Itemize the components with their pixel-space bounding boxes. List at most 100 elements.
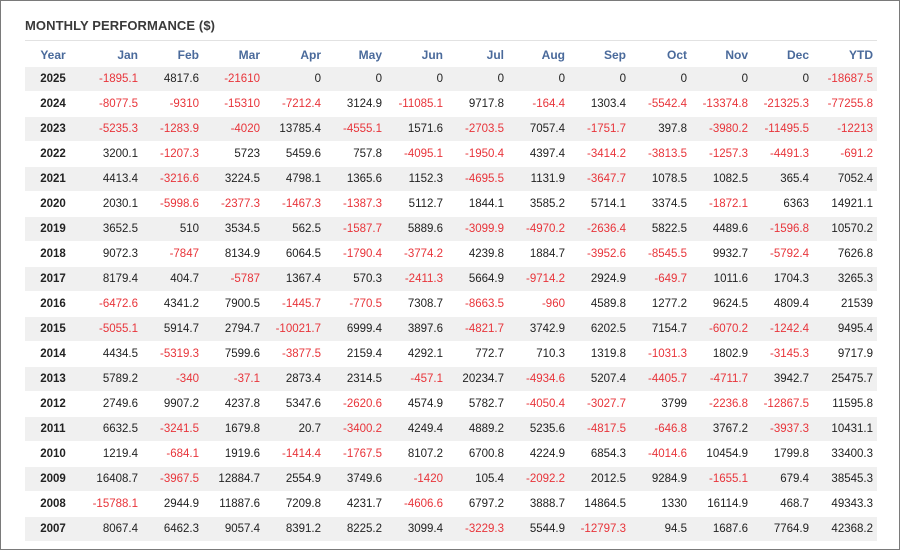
month-cell: 0 — [386, 67, 447, 92]
table-row: 2022 3200.1 -1207.3 5723 5459.6 757.8 -4095.1-… — [25, 141, 877, 167]
ytd-cell: -18687.5 — [813, 67, 877, 92]
table-row: 2025 -1895.1 4817.6 -21610 0 0 0 0 0 0 0 0 0 -18687.5 — [25, 67, 877, 92]
month-cell: 2030.1 — [81, 191, 142, 217]
table-header-row: Year Jan Feb Mar Apr May Jun Jul Aug Sep Oct Nov Dec… — [25, 43, 877, 67]
year-cell: 2019 — [25, 216, 81, 242]
month-cell: 0 — [508, 67, 569, 92]
month-cell: -1767.5 — [325, 441, 386, 467]
month-cell: -12867.5 — [752, 391, 813, 417]
month-cell: 7599.6 — [203, 341, 264, 367]
month-cell: -37.1 — [203, 366, 264, 392]
month-cell: -2377.3 — [203, 191, 264, 217]
month-cell: 6363 — [752, 191, 813, 217]
month-cell: -4014.6 — [630, 441, 691, 467]
month-cell: 4224.9 — [508, 441, 569, 467]
year-cell: 2012 — [25, 391, 81, 417]
ytd-cell: 10570.2 — [813, 216, 877, 242]
month-cell: 468.7 — [752, 491, 813, 517]
table-row: 2008 -15788.1 2944.9 11887.6 7209.8 4231.7 -46… — [25, 491, 877, 517]
month-cell: 11887.6 — [203, 491, 264, 517]
month-cell: -15788.1 — [81, 491, 142, 517]
month-cell: -4606.6 — [386, 491, 447, 517]
month-cell: 710.3 — [508, 341, 569, 367]
month-cell: 4817.6 — [142, 67, 203, 92]
month-cell: 4231.7 — [325, 491, 386, 517]
month-cell: 2554.9 — [264, 466, 325, 492]
month-cell: 3534.5 — [203, 216, 264, 242]
month-cell: 4434.5 — [81, 341, 142, 367]
month-cell: 3200.1 — [81, 141, 142, 167]
year-cell: 2024 — [25, 91, 81, 117]
month-cell: 16408.7 — [81, 466, 142, 492]
month-cell: 1844.1 — [447, 191, 508, 217]
month-cell: 3224.5 — [203, 166, 264, 192]
table-row: 2017 8179.4 404.7 -5787 1367.4 570.3 -2411.3 56… — [25, 266, 877, 292]
year-cell: 2013 — [25, 366, 81, 392]
monthly-performance-table: Year Jan Feb Mar Apr May Jun Jul Aug Sep Oct Nov Dec… — [25, 43, 877, 542]
month-cell: 4809.4 — [752, 291, 813, 317]
month-cell: -3967.5 — [142, 466, 203, 492]
month-cell: -3145.3 — [752, 341, 813, 367]
month-cell: 4237.8 — [203, 391, 264, 417]
month-cell: 3124.9 — [325, 91, 386, 117]
month-cell: -4555.1 — [325, 116, 386, 142]
month-cell: 1330 — [630, 491, 691, 517]
month-cell: -4821.7 — [447, 316, 508, 342]
month-cell: 4292.1 — [386, 341, 447, 367]
month-cell: -1283.9 — [142, 116, 203, 142]
month-cell: -1655.1 — [691, 466, 752, 492]
month-cell: -164.4 — [508, 91, 569, 117]
month-cell: 4239.8 — [447, 241, 508, 267]
month-cell: 1679.8 — [203, 416, 264, 442]
ytd-cell: 11595.8 — [813, 391, 877, 417]
table-row: 2012 2749.6 9907.2 4237.8 5347.6 -2620.6 4574.… — [25, 391, 877, 417]
month-cell: 3652.5 — [81, 216, 142, 242]
column-header-oct: Oct — [666, 48, 687, 62]
month-cell: 8134.9 — [203, 241, 264, 267]
month-cell: 679.4 — [752, 466, 813, 492]
column-header-nov: Nov — [725, 48, 748, 62]
month-cell: 2944.9 — [142, 491, 203, 517]
month-cell: -4970.2 — [508, 216, 569, 242]
month-cell: 9932.7 — [691, 241, 752, 267]
column-header-sep: Sep — [603, 48, 626, 62]
month-cell: 3897.6 — [386, 316, 447, 342]
month-cell: 404.7 — [142, 266, 203, 292]
month-cell: 94.5 — [630, 516, 691, 542]
month-cell: 2794.7 — [203, 316, 264, 342]
month-cell: -2236.8 — [691, 391, 752, 417]
month-cell: -1207.3 — [142, 141, 203, 167]
ytd-cell: 10431.1 — [813, 416, 877, 442]
month-cell: -11495.5 — [752, 116, 813, 142]
month-cell: 0 — [691, 67, 752, 92]
title-divider — [25, 40, 877, 41]
month-cell: 2924.9 — [569, 266, 630, 292]
column-header-jan: Jan — [117, 48, 138, 62]
month-cell: 4798.1 — [264, 166, 325, 192]
month-cell: -4491.3 — [752, 141, 813, 167]
month-cell: 5459.6 — [264, 141, 325, 167]
month-cell: 6632.5 — [81, 416, 142, 442]
month-cell: -3937.3 — [752, 416, 813, 442]
month-cell: -1751.7 — [569, 116, 630, 142]
month-cell: 6064.5 — [264, 241, 325, 267]
month-cell: -3774.2 — [386, 241, 447, 267]
month-cell: 5207.4 — [569, 366, 630, 392]
month-cell: 562.5 — [264, 216, 325, 242]
month-cell: 570.3 — [325, 266, 386, 292]
month-cell: -11085.1 — [386, 91, 447, 117]
month-cell: 0 — [569, 67, 630, 92]
table-row: 2020 2030.1 -5998.6 -2377.3 -1467.3 -1387.3 51… — [25, 191, 877, 217]
month-cell: -960 — [508, 291, 569, 317]
month-cell: -5998.6 — [142, 191, 203, 217]
month-cell: -21325.3 — [752, 91, 813, 117]
month-cell: -8545.5 — [630, 241, 691, 267]
ytd-cell: -691.2 — [813, 141, 877, 167]
month-cell: 20234.7 — [447, 366, 508, 392]
month-cell: 8179.4 — [81, 266, 142, 292]
month-cell: 5544.9 — [508, 516, 569, 542]
month-cell: 5782.7 — [447, 391, 508, 417]
month-cell: -12797.3 — [569, 516, 630, 542]
month-cell: -3241.5 — [142, 416, 203, 442]
